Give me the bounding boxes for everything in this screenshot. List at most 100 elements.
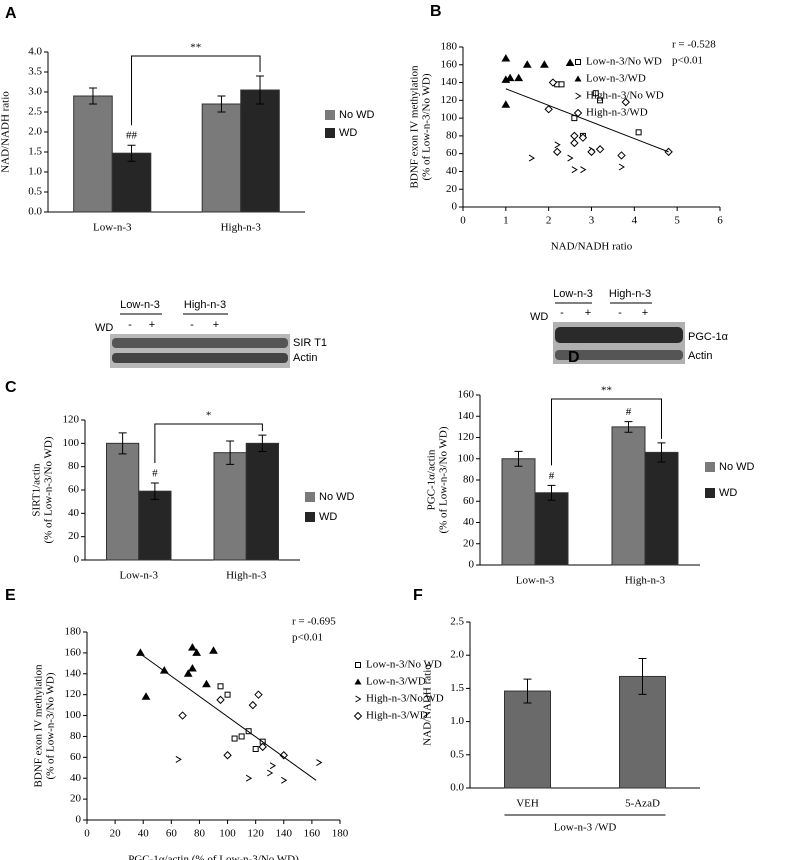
trendline [505,88,669,153]
point [238,733,245,740]
y-tick-label: 80 [70,730,82,742]
blot-band [112,353,288,363]
point [209,646,218,654]
error-bar [624,421,633,433]
panel-letter: A [5,5,17,22]
bracket [154,423,263,463]
x-tick-label: 20 [110,828,122,840]
y-tick-label: 4.0 [28,46,42,58]
bar [611,426,646,566]
point [522,60,532,68]
blot-group: High-n-3 [184,299,226,311]
point [245,774,253,782]
point [597,97,604,104]
blot-sign: - [128,319,132,331]
point [580,166,587,174]
y-tick-label: 180 [441,41,458,53]
point [567,154,574,162]
x-axis-label: NAD/NADH ratio [551,241,633,253]
error-bar [657,442,666,463]
legend-swatch [325,128,335,138]
bar [106,442,140,561]
point [595,145,605,154]
y-tick-label: 100 [441,112,458,124]
blot-group: Low-n-3 [120,299,160,311]
panel-letter: B [430,3,442,20]
point [621,97,630,107]
blot-sign: + [213,319,219,331]
error-bar [127,144,136,162]
x-tick-label: 60 [166,828,178,840]
error-bar [217,95,226,113]
error-bar [547,484,556,501]
significance-mark: # [549,470,555,482]
blot-protein: SIR T1 [293,337,327,349]
y-tick-label: 100 [63,437,80,449]
bar [534,492,569,566]
legend-label: Low-n-3/WD [586,73,646,85]
point [258,742,267,752]
point [175,755,182,763]
x-tick-label: 5 [674,215,680,227]
y-tick-label: 2.0 [450,649,464,661]
error-bar [514,450,523,467]
bar [138,490,172,561]
bar [111,152,152,213]
x-axis-label: PGC-1α/actin (% of Low-n-3/No WD) [128,854,299,860]
x-tick-label: 1 [503,215,509,227]
x-tick-label: 120 [247,828,264,840]
y-tick-label: 20 [463,537,475,549]
annotation: p<0.01 [672,55,703,67]
y-tick-label: 0 [74,554,80,566]
legend-swatch [305,512,315,522]
y-tick-label: 60 [463,495,475,507]
y-axis-label: (% of Low-n-3/No WD) [421,73,433,180]
chart-panel: 0.0 0.5 1.0 1.5 2.0 2.5 NAD/NADH ratio Low-n-3 … [413,587,700,834]
bar [73,95,113,213]
y-tick-label: 40 [68,507,80,519]
y-tick-label: 0.0 [450,782,464,794]
legend-symbol [353,711,363,721]
significance-mark: # [152,468,158,480]
blot-sign: + [149,319,155,331]
y-axis-label: BDNF exon IV methylation [409,65,421,188]
y-tick-label: 40 [446,165,458,177]
error-bar [118,432,127,455]
y-tick-label: 100 [458,452,475,464]
bracket [131,55,261,126]
point [570,131,579,141]
bracket-label: ** [190,42,201,54]
x-tick-label: 0 [460,215,466,227]
legend-symbol [573,108,583,118]
point [501,100,511,108]
point [554,141,561,149]
blot-sign: + [585,307,591,319]
point [202,679,211,688]
point [269,762,277,770]
x-tick-label: 80 [194,828,206,840]
x-tick-label: 5-AzaD [625,798,660,810]
blot-band [555,350,683,360]
annotation: r = -0.528 [672,39,716,51]
y-tick-label: 80 [68,460,80,472]
x-tick-label: High-n-3 [226,570,267,582]
bar [504,690,551,789]
y-tick-label: 0.5 [450,748,464,760]
x-tick-label: 4 [632,215,638,227]
x-tick-label: Low-n-3 [93,222,132,234]
legend-label: Low-n-3/No WD [586,56,662,68]
significance-mark: # [626,406,632,418]
y-tick-label: 20 [70,793,82,805]
y-axis-label: NAD/NADH ratio [422,664,434,746]
y-tick-label: 0.5 [28,186,42,198]
point [223,751,232,760]
point [578,133,588,142]
point [266,769,274,777]
bracket-label: ** [601,385,612,397]
error-bar [150,482,159,500]
legend-label: Low-n-3/WD [366,676,426,688]
point [279,751,288,760]
y-tick-label: 0.0 [28,206,42,218]
legend-label: Low-n-3/No WD [366,659,442,671]
